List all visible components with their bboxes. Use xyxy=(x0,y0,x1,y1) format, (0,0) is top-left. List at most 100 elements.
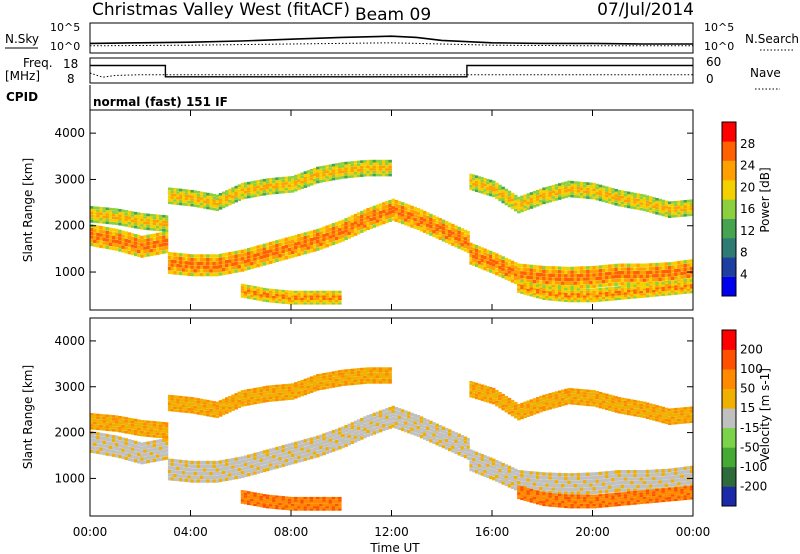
heatmap-cell-upper xyxy=(523,404,527,408)
heatmap-cell-lower xyxy=(554,487,559,491)
heatmap-cell-lower xyxy=(463,447,468,451)
heatmap-cell-upper xyxy=(187,407,191,411)
heatmap-cell-lower xyxy=(388,421,392,426)
heatmap-cell-near xyxy=(567,288,571,291)
heatmap-cell-upper xyxy=(347,377,351,380)
heatmap-cell-lower xyxy=(372,205,377,210)
heatmap-cell-upper xyxy=(350,161,355,164)
heatmap-cell-upper xyxy=(532,412,537,415)
heatmap-cell-upper xyxy=(620,198,625,202)
heatmap-cell-lower xyxy=(143,445,147,450)
heatmap-cell-lower xyxy=(645,267,650,271)
heatmap-cell-upper xyxy=(112,210,116,214)
heatmap-cell-near xyxy=(532,295,537,298)
heatmap-cell-upper xyxy=(284,184,289,188)
heatmap-cell-lower xyxy=(573,487,578,492)
heatmap-cell-upper xyxy=(567,396,571,399)
heatmap-cell-lower xyxy=(184,478,188,483)
heatmap-cell-lower xyxy=(184,261,188,265)
heatmap-cell-near xyxy=(558,299,562,302)
heatmap-cell-lower xyxy=(608,282,612,287)
heatmap-cell-upper xyxy=(504,188,509,192)
heatmap-cell-lower xyxy=(529,275,534,280)
heatmap-cell-near xyxy=(529,291,534,295)
heatmap-cell-lower xyxy=(441,227,446,231)
heatmap-cell-upper xyxy=(480,182,484,186)
heatmap-cell-upper xyxy=(287,391,292,395)
heatmap-cell-near xyxy=(319,293,323,296)
heatmap-cell-upper xyxy=(683,412,688,416)
heatmap-cell-upper xyxy=(338,165,342,169)
heatmap-cell-lower xyxy=(583,487,587,491)
heatmap-cell-lower xyxy=(460,246,465,251)
heatmap-cell-lower xyxy=(140,460,144,465)
heatmap-cell-lower xyxy=(96,432,100,436)
heatmap-cell-upper xyxy=(108,221,113,225)
heatmap-cell-lower xyxy=(127,247,132,251)
heatmap-cell-upper xyxy=(570,396,574,400)
heatmap-cell-lower xyxy=(366,211,370,216)
heatmap-cell-lower xyxy=(369,210,373,214)
heatmap-cell-lower xyxy=(313,440,317,444)
heatmap-cell-near xyxy=(601,289,606,293)
heatmap-cell-lower xyxy=(190,460,194,465)
heatmap-cell-upper xyxy=(375,372,380,376)
heatmap-cell-upper xyxy=(212,403,216,407)
heatmap-cell-upper xyxy=(548,185,552,189)
heatmap-cell-lower xyxy=(677,474,681,479)
heatmap-cell-upper xyxy=(338,171,342,174)
heatmap-cell-near xyxy=(689,288,694,291)
heatmap-cell-upper xyxy=(529,410,534,414)
heatmap-cell-upper xyxy=(642,205,647,209)
heatmap-cell-lower xyxy=(545,472,549,476)
heatmap-cell-lower xyxy=(551,281,556,285)
heatmap-cell-lower xyxy=(639,488,644,492)
heatmap-cell-upper xyxy=(137,218,141,221)
heatmap-cell-upper xyxy=(203,203,207,206)
heatmap-cell-upper xyxy=(247,187,251,190)
heatmap-cell-lower xyxy=(165,234,169,239)
heatmap-cell-near xyxy=(598,297,603,300)
heatmap-cell-upper xyxy=(483,388,487,391)
heatmap-cell-lower xyxy=(193,258,198,262)
heatmap-cell-lower xyxy=(221,474,226,478)
heatmap-cell-lower xyxy=(378,214,383,218)
heatmap-cell-lower xyxy=(344,218,348,222)
heatmap-cell-upper xyxy=(316,175,320,178)
heatmap-cell-lower xyxy=(363,434,367,439)
heatmap-cell-upper xyxy=(338,372,342,376)
heatmap-cell-lower xyxy=(558,270,562,274)
heatmap-cell-lower xyxy=(444,221,449,225)
heatmap-cell-lower xyxy=(486,474,490,479)
heatmap-cell-lower xyxy=(510,268,515,272)
heatmap-cell-upper xyxy=(363,173,367,177)
heatmap-cell-lower xyxy=(353,217,358,221)
heatmap-cell-lower xyxy=(300,251,304,256)
heatmap-cell-upper xyxy=(526,204,530,208)
heatmap-cell-lower xyxy=(170,252,174,256)
heatmap-cell-near xyxy=(259,493,264,496)
heatmap-cell-upper xyxy=(303,171,308,174)
heatmap-cell-lower xyxy=(460,442,465,446)
heatmap-cell-upper xyxy=(611,406,615,409)
heatmap-cell-lower xyxy=(391,217,395,221)
heatmap-cell-upper xyxy=(532,403,537,407)
heatmap-cell-upper xyxy=(570,399,574,402)
heatmap-cell-upper xyxy=(601,191,606,194)
heatmap-cell-lower xyxy=(156,454,160,458)
heatmap-cell-lower xyxy=(284,244,289,249)
heatmap-cell-near xyxy=(265,300,270,303)
heatmap-cell-upper xyxy=(281,185,286,188)
heatmap-cell-upper xyxy=(573,402,578,405)
heatmap-cell-upper xyxy=(674,410,678,414)
heatmap-cell-upper xyxy=(206,198,210,201)
heatmap-cell-lower xyxy=(105,227,110,231)
heatmap-cell-upper xyxy=(228,188,232,192)
heatmap-cell-near xyxy=(520,282,524,285)
heatmap-cell-near xyxy=(278,291,282,295)
heatmap-cell-upper xyxy=(649,408,653,412)
heatmap-cell-upper xyxy=(221,409,226,413)
heatmap-cell-lower xyxy=(400,427,405,432)
heatmap-cell-lower xyxy=(90,442,94,446)
heatmap-cell-lower xyxy=(170,462,174,466)
